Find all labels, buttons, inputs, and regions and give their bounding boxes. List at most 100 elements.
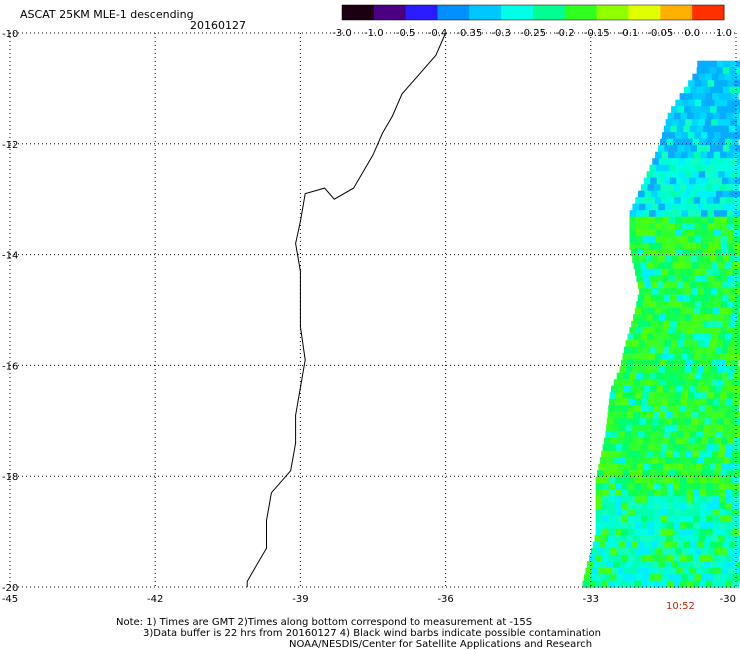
- swath-cell: [662, 242, 670, 250]
- swath-cell: [690, 255, 698, 263]
- swath-cell: [733, 327, 740, 335]
- swath-cell: [710, 255, 718, 263]
- swath-cell: [707, 372, 715, 380]
- swath-cell: [699, 93, 707, 101]
- swath-cell: [707, 151, 715, 159]
- swath-cell: [688, 99, 696, 107]
- swath-cell: [603, 470, 611, 478]
- swath-cell: [721, 177, 729, 185]
- swath-cell: [694, 392, 702, 400]
- swath-cell: [674, 112, 682, 120]
- swath-cell: [710, 60, 718, 68]
- swath-cell: [636, 229, 644, 237]
- swath-cell: [708, 567, 716, 575]
- swath-cell: [686, 580, 694, 588]
- swath-cell: [681, 470, 689, 478]
- swath-cell: [634, 528, 642, 536]
- swath-cell: [661, 353, 669, 361]
- swath-cell: [720, 548, 728, 556]
- swath-cell: [620, 379, 628, 387]
- swath-cell: [679, 171, 687, 179]
- swath-cell: [716, 145, 724, 153]
- colorbar-segment: [501, 5, 534, 20]
- swath-cell: [641, 268, 649, 276]
- swath-cell: [700, 444, 708, 452]
- swath-cell: [627, 554, 636, 562]
- swath-cell: [694, 229, 702, 237]
- swath-cell: [654, 489, 662, 497]
- swath-cell: [646, 535, 654, 543]
- swath-cell: [649, 236, 657, 244]
- swath-cell: [701, 210, 709, 218]
- swath-cell: [638, 340, 646, 348]
- swath-cell: [697, 457, 705, 465]
- swath-cell: [714, 437, 722, 445]
- swath-cell: [688, 80, 696, 88]
- swath-cell: [678, 119, 686, 127]
- swath-cell: [714, 275, 722, 283]
- swath-cell: [680, 197, 688, 205]
- swath-cell: [735, 294, 740, 302]
- swath-cell: [736, 457, 740, 465]
- swath-cell: [715, 463, 723, 471]
- swath-cell: [719, 444, 727, 452]
- swath-cell: [666, 171, 674, 179]
- colorbar-segment: [533, 5, 566, 20]
- swath-cell: [714, 164, 722, 172]
- swath-cell: [700, 574, 709, 582]
- swath-cell: [680, 398, 688, 406]
- colorbar-tick-label: -0.1: [619, 28, 639, 39]
- swath-cell: [606, 418, 614, 426]
- swath-cell: [693, 197, 701, 205]
- swath-cell: [699, 554, 707, 562]
- swath-cell: [671, 457, 679, 465]
- swath-cell: [659, 535, 667, 543]
- swath-cell: [647, 580, 655, 588]
- swath-cell: [737, 314, 740, 322]
- swath-cell: [595, 580, 603, 588]
- swath-cell: [611, 431, 619, 439]
- swath-cell: [697, 60, 705, 68]
- swath-cell: [699, 509, 707, 517]
- swath-cell: [733, 164, 740, 172]
- swath-cell: [662, 236, 670, 244]
- swath-cell: [677, 541, 685, 549]
- swath-cell: [725, 307, 733, 315]
- swath-cell: [729, 190, 737, 198]
- swath-cell: [710, 457, 718, 465]
- swath-cell: [695, 249, 703, 257]
- swath-cell: [656, 437, 664, 445]
- swath-cell: [695, 567, 703, 575]
- swath-cell: [697, 158, 705, 166]
- swath-cell: [650, 320, 658, 328]
- swath-cell: [628, 502, 636, 510]
- swath-cell: [723, 203, 731, 211]
- swath-cell: [595, 554, 603, 562]
- swath-cell: [735, 86, 740, 94]
- swath-cell: [673, 502, 681, 510]
- swath-cell: [684, 366, 692, 374]
- swath-cell: [719, 112, 727, 120]
- swath-cell: [691, 314, 699, 322]
- swath-cell: [721, 346, 729, 354]
- swath-cell: [718, 138, 726, 146]
- swath-cell: [720, 470, 728, 478]
- swath-cell: [725, 405, 733, 413]
- swath-cell: [655, 353, 663, 361]
- swath-cell: [701, 385, 710, 393]
- swath-cell: [667, 528, 675, 536]
- swath-cell: [601, 580, 610, 588]
- swath-cell: [682, 177, 690, 185]
- swath-cell: [647, 405, 655, 413]
- swath-cell: [693, 444, 701, 452]
- swath-cell: [617, 463, 625, 471]
- swath-cell: [694, 327, 702, 335]
- swath-cell: [681, 548, 689, 556]
- swath-cell: [663, 281, 671, 289]
- swath-cell: [692, 184, 701, 192]
- swath-cell: [656, 567, 664, 575]
- swath-cell: [693, 307, 701, 315]
- swath-cell: [725, 93, 733, 101]
- swath-cell: [677, 145, 685, 153]
- swath-cell: [703, 86, 711, 94]
